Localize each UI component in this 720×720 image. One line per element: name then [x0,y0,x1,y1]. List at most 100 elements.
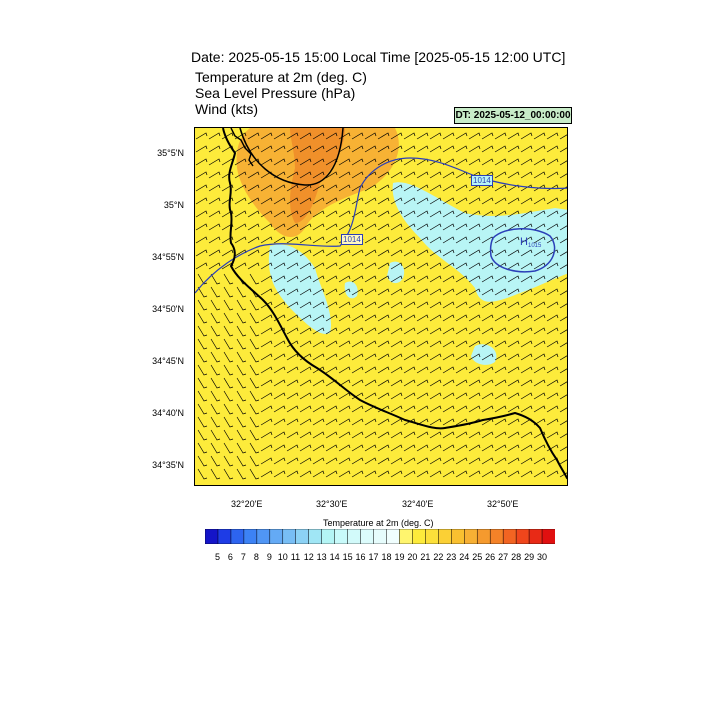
wind-barb [312,210,325,218]
wind-barb [273,275,286,283]
wind-barb [416,210,429,218]
wind-barb [416,392,429,400]
wind-barb [273,379,286,387]
wind-barb [208,223,221,231]
wind-barb [520,301,533,309]
wind-barb [260,210,273,218]
wind-barb [416,470,429,478]
wind-barb [260,236,273,244]
wind-barb [338,457,351,465]
wind-barb [273,301,286,309]
isobar-north-arc [239,128,344,186]
wind-barb [494,288,507,296]
wind-barb [546,171,559,179]
wind-barb [494,470,507,478]
wind-barb [494,457,507,465]
wind-barb [533,418,546,426]
wind-barb [236,364,247,376]
wind-barb [197,403,208,415]
wind-barb [273,262,286,270]
wind-barb [559,264,567,270]
wind-barb [455,353,468,361]
wind-barb [325,275,338,283]
wind-barb [403,158,416,166]
wind-barb [197,377,208,389]
wind-barb [429,379,442,387]
colorbar-tick-label: 8 [253,552,259,562]
wind-barb [338,418,351,426]
wind-barb [338,353,351,361]
wind-barb [260,249,273,257]
wind-barb [416,262,429,270]
wind-barb [468,288,481,296]
wind-barb [210,442,221,454]
wind-barb [481,262,494,270]
wind-barb [299,275,312,283]
wind-barb [546,379,559,387]
wind-barb [403,145,416,153]
wind-barb [338,366,351,374]
wind-barb [299,327,312,335]
wind-barb [273,327,286,335]
wind-barb [299,262,312,270]
wind-barb [364,418,377,426]
wind-barb [507,470,520,478]
wind-barb [273,197,286,205]
wind-barb [286,444,299,452]
wind-barb [221,184,234,192]
wind-barb [546,340,559,348]
wind-barb [533,314,546,322]
wind-barb [403,444,416,452]
wind-barb [364,431,377,439]
colorbar-tick-label: 11 [290,552,301,562]
wind-barb [286,314,299,322]
wind-barb [325,444,338,452]
wind-barb [249,273,260,285]
wind-barb [442,366,455,374]
colorbar-swatch [295,529,310,544]
wind-barb [559,160,567,166]
wind-barb [559,147,567,153]
wind-barb [312,275,325,283]
wind-barb [390,288,403,296]
wind-barb [338,223,351,231]
wind-barb [403,314,416,322]
wind-barb [260,340,273,348]
wind-barb [390,366,403,374]
wind-barb [403,457,416,465]
wind-barb [364,145,377,153]
wind-barb [520,184,533,192]
colorbar-tick-label: 25 [472,552,483,562]
wind-barb [455,262,468,270]
wind-barb [299,444,312,452]
wind-barb [507,301,520,309]
wind-barb [507,171,520,179]
wind-barb [494,366,507,374]
cool-zone-small-2 [471,344,497,365]
wind-barb [559,173,567,179]
wind-barb [442,145,455,153]
wind-barb [390,392,403,400]
wind-barb [247,223,260,231]
wind-barb [260,470,273,478]
wind-barb [416,223,429,231]
colorbar-swatch [230,529,245,544]
wind-barb [442,275,455,283]
wind-barb [533,275,546,283]
wind-barb [286,457,299,465]
wind-barb [197,286,208,298]
wind-barb [351,314,364,322]
wind-barb [481,405,494,413]
wind-barb [520,171,533,179]
wind-barb [195,210,208,218]
wind-barb [236,468,247,480]
wind-barb [364,210,377,218]
wind-barb [338,405,351,413]
wind-barb [236,286,247,298]
wind-barb [455,275,468,283]
wind-barb [299,301,312,309]
wind-barb [403,327,416,335]
wind-barb [223,377,234,389]
wind-barb [338,197,351,205]
field-label-temperature: Temperature at 2m (deg. C) [195,69,367,85]
